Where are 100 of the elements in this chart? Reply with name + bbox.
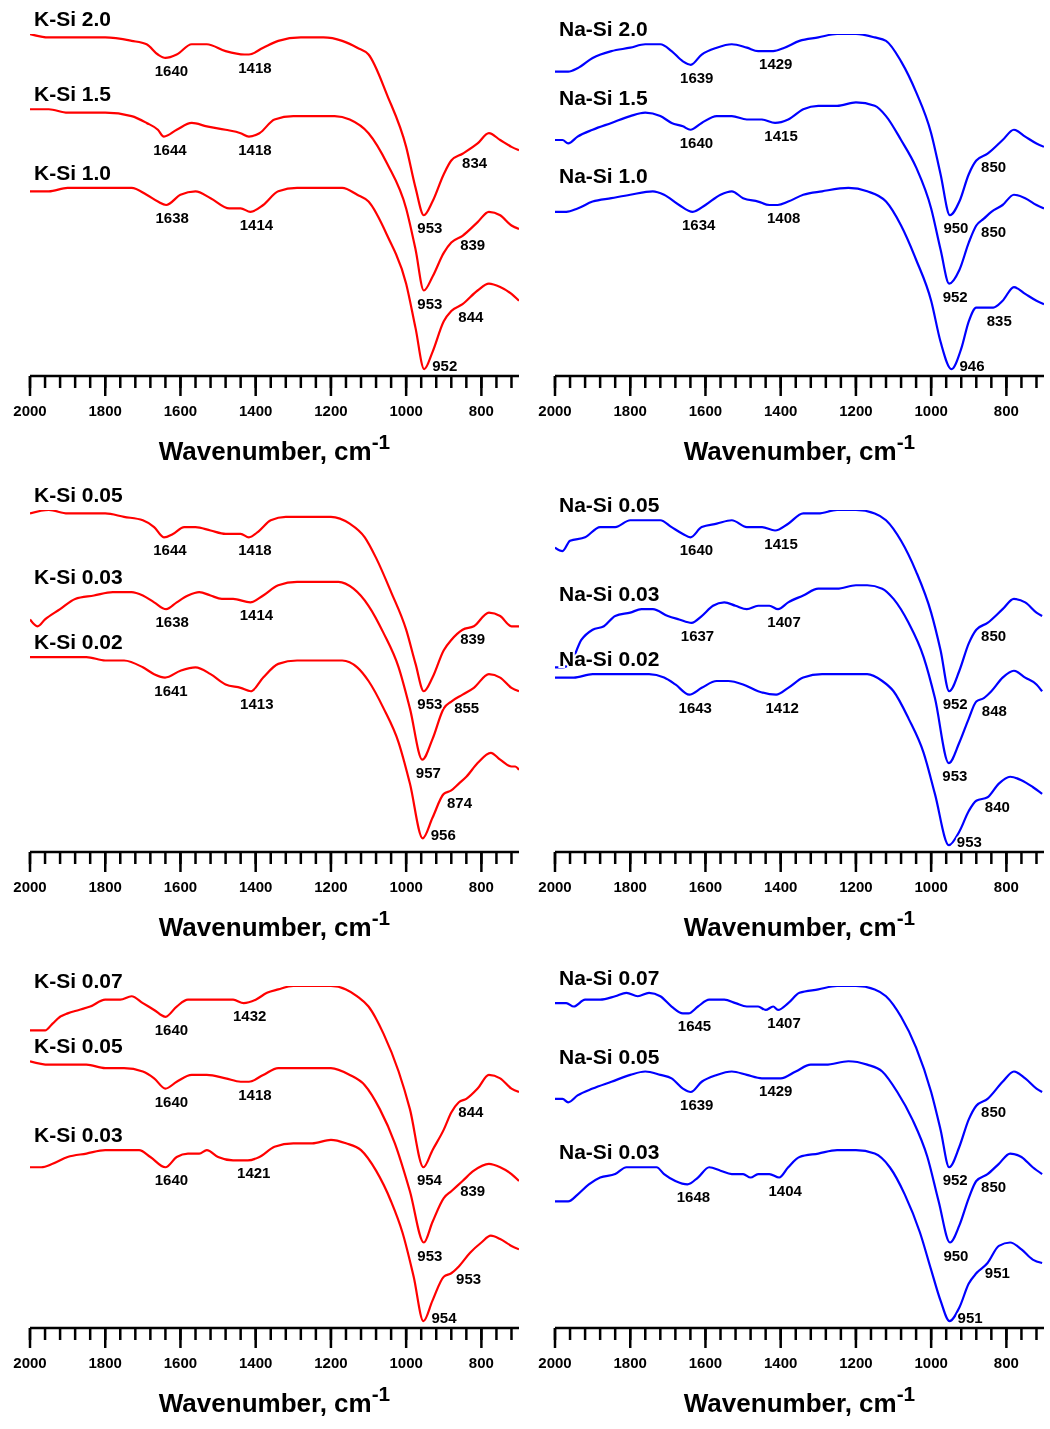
x-tick-label: 1600	[688, 878, 723, 895]
annotation: 1640	[154, 1092, 189, 1110]
annotation: 1640	[154, 1171, 189, 1189]
annotation: 954	[431, 1309, 458, 1327]
annotation: 1639	[680, 1096, 714, 1114]
annotation: 952	[942, 695, 968, 713]
x-tick-label: 800	[993, 878, 1019, 895]
x-tick-label: 1000	[389, 878, 423, 895]
series-label: Na-Si 0.05	[559, 493, 660, 517]
x-tick-label: 1400	[764, 878, 798, 895]
series-label: Na-Si 1.5	[559, 85, 649, 109]
annotation: 850	[981, 222, 1007, 240]
annotation: 1638	[155, 209, 189, 226]
annotation: 850	[981, 157, 1007, 175]
series-label: K-Si 0.05	[34, 1034, 124, 1058]
annotation: 1645	[677, 1017, 712, 1035]
annotation: 840	[984, 797, 1010, 815]
x-tick-label: 1800	[88, 878, 122, 895]
annotation: 850	[981, 1102, 1007, 1120]
annotation: 839	[460, 236, 486, 254]
x-tick-label: 800	[468, 878, 494, 895]
series-label: Na-Si 0.03	[559, 1140, 660, 1164]
series-label: K-Si 1.5	[34, 82, 112, 106]
series-label: K-Si 0.03	[34, 1123, 123, 1147]
annotation: 1640	[679, 541, 714, 559]
x-tick-label: 1800	[613, 1354, 647, 1371]
annotation: 839	[460, 1181, 486, 1199]
annotation: 850	[981, 1178, 1007, 1196]
annotation: 1412	[765, 698, 799, 716]
annotation: 953	[456, 1270, 482, 1288]
x-tick-label: 800	[993, 1354, 1019, 1371]
annotation: 1407	[767, 613, 801, 631]
x-tick-label: 1600	[163, 1354, 198, 1371]
x-tick-label: 1200	[839, 878, 873, 895]
annotation: 1637	[680, 626, 715, 644]
x-tick-label: 2000	[538, 1354, 572, 1371]
annotation: 952	[942, 1171, 968, 1189]
series-label: K-Si 0.07	[34, 969, 123, 993]
x-tick-label: 1600	[163, 878, 198, 895]
annotation: 1413	[240, 695, 274, 713]
x-tick-label: 1800	[88, 402, 122, 419]
series-label: K-Si 0.05	[34, 483, 124, 506]
annotation: 1640	[154, 61, 189, 79]
x-tick-label: 1400	[764, 1354, 798, 1371]
x-tick-label: 800	[468, 402, 494, 419]
annotation: 835	[986, 311, 1012, 329]
annotation: 953	[956, 833, 982, 851]
x-axis-title: Wavenumber, cm$^{-1}$	[158, 429, 391, 466]
annotation: 1418	[238, 541, 272, 559]
x-tick-label: 1000	[389, 402, 423, 419]
x-tick-label: 1000	[914, 1354, 948, 1371]
x-tick-label: 1000	[389, 1354, 423, 1371]
series-label: Na-Si 0.03	[559, 582, 660, 606]
annotation: 874	[447, 794, 473, 812]
annotation: 951	[984, 1263, 1010, 1281]
x-tick-label: 1600	[688, 402, 723, 419]
x-axis-title: Wavenumber, cm$^{-1}$	[683, 429, 916, 466]
annotation: 953	[417, 219, 443, 237]
annotation: 1407	[767, 1013, 801, 1031]
x-axis-title: Wavenumber, cm$^{-1}$	[158, 1381, 391, 1418]
annotation: 1414	[239, 606, 274, 624]
x-tick-label: 2000	[538, 878, 572, 895]
x-tick-label: 2000	[13, 1354, 47, 1371]
x-tick-label: 1200	[314, 878, 348, 895]
annotation: 1643	[678, 698, 712, 716]
annotation: 1414	[239, 215, 274, 233]
annotation: 956	[430, 826, 456, 844]
annotation: 954	[416, 1171, 443, 1189]
annotation: 1415	[764, 534, 798, 552]
annotation: 1404	[768, 1181, 803, 1199]
annotation: 1418	[238, 140, 272, 158]
annotation: 953	[942, 767, 968, 785]
annotation: 1429	[759, 55, 793, 73]
annotation: 953	[417, 695, 443, 713]
annotation: 855	[454, 698, 480, 716]
annotation: 1639	[680, 68, 714, 86]
annotation: 946	[959, 357, 985, 375]
annotation: 951	[957, 1309, 983, 1327]
annotation: 1644	[153, 541, 188, 559]
x-tick-label: 2000	[13, 402, 47, 419]
annotation: 848	[981, 702, 1007, 720]
x-tick-label: 1600	[163, 402, 198, 419]
annotation: 952	[942, 287, 968, 305]
annotation: 1648	[676, 1188, 711, 1206]
series-label: Na-Si 1.0	[559, 164, 648, 188]
x-tick-label: 800	[468, 1354, 494, 1371]
annotation: 834	[462, 154, 488, 172]
x-tick-label: 1000	[914, 878, 948, 895]
x-tick-label: 1200	[314, 1354, 348, 1371]
x-tick-label: 1600	[688, 1354, 723, 1371]
annotation: 1640	[154, 1020, 189, 1038]
annotation: 850	[981, 626, 1007, 644]
x-tick-label: 1800	[613, 402, 647, 419]
x-tick-label: 1400	[239, 1354, 273, 1371]
x-tick-label: 2000	[538, 402, 572, 419]
x-tick-label: 1200	[314, 402, 348, 419]
annotation: 839	[460, 630, 486, 648]
annotation: 844	[458, 308, 484, 326]
annotation: 950	[943, 1246, 969, 1264]
series-label: K-Si 0.02	[34, 630, 123, 654]
